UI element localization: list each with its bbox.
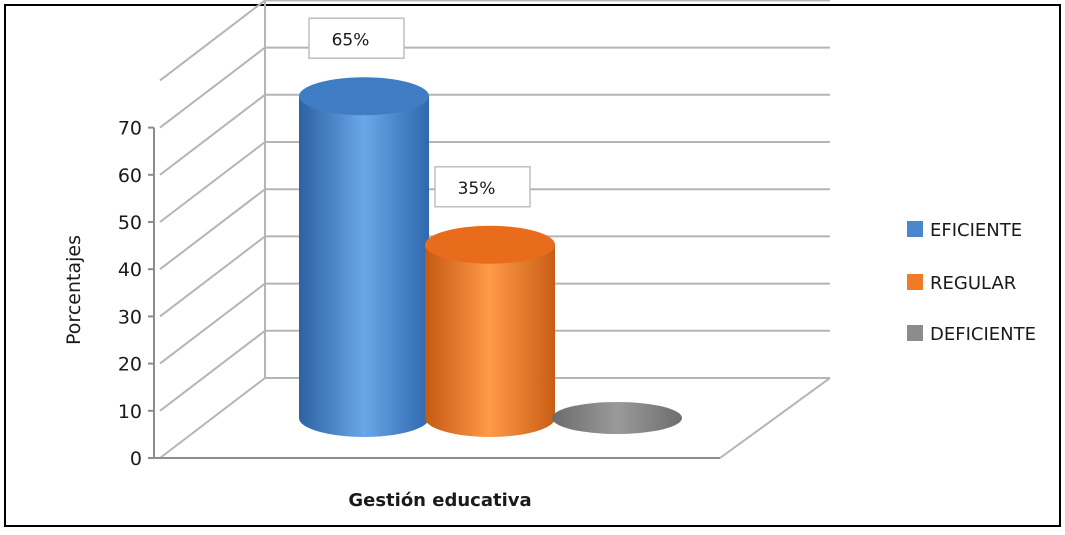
legend-item-eficiente: EFICIENTE — [907, 220, 1022, 241]
legend-label: DEFICIENTE — [930, 324, 1036, 345]
gridline-side — [159, 235, 266, 318]
legend-item-regular: REGULAR — [907, 273, 1016, 294]
legend-swatch — [907, 221, 923, 237]
data-labels-layer: 65% 35% — [308, 17, 531, 208]
y-tick-label: 10 — [118, 401, 142, 423]
x-axis-title: Gestión educativa — [348, 490, 531, 511]
gridline-side — [159, 0, 266, 82]
data-label: 65% — [332, 30, 370, 50]
legend-label: EFICIENTE — [930, 220, 1022, 241]
y-tick-label: 30 — [118, 306, 142, 328]
bar-deficiente — [552, 402, 682, 434]
y-tick-label: 20 — [118, 354, 142, 376]
gridline-side — [159, 188, 266, 270]
legend-label: REGULAR — [930, 273, 1016, 294]
y-tick-label: 60 — [118, 165, 142, 187]
bar-base-flat — [552, 402, 682, 434]
y-tick-label: 40 — [118, 259, 142, 281]
bar-eficiente — [299, 77, 429, 437]
gridline-side — [159, 46, 266, 129]
gridline-side — [159, 94, 266, 176]
y-tick-label: 0 — [130, 448, 142, 470]
bar-body — [425, 244, 555, 437]
bars-layer — [299, 77, 682, 437]
y-tick-label: 50 — [118, 212, 142, 234]
y-tick-label: 70 — [118, 118, 142, 140]
legend: EFICIENTE REGULAR DEFICIENTE — [907, 220, 1036, 345]
legend-item-deficiente: DEFICIENTE — [907, 324, 1036, 345]
data-label-box — [308, 17, 405, 59]
gridline-side — [159, 377, 266, 459]
legend-swatch — [907, 274, 923, 290]
floor-right-edge — [719, 377, 831, 459]
gridline-side — [159, 141, 266, 223]
gridline-side — [159, 282, 266, 365]
bar-top — [425, 225, 555, 264]
legend-swatch — [907, 325, 923, 341]
bar-body — [299, 96, 429, 437]
bar-top — [299, 77, 429, 116]
data-label-box — [434, 166, 531, 208]
data-label: 35% — [458, 179, 496, 199]
y-axis-title: Porcentajes — [63, 235, 85, 345]
y-axis: 0 10 20 30 40 50 60 70 — [118, 118, 720, 470]
gridline-side — [159, 330, 266, 412]
bar-regular — [425, 225, 555, 437]
